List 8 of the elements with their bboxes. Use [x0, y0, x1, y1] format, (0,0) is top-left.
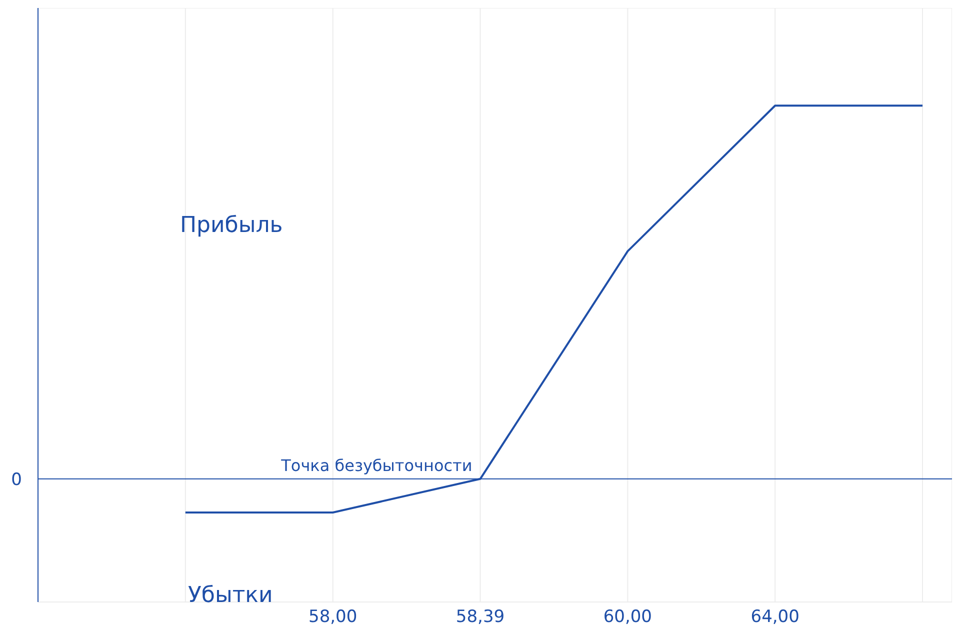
text: Убытки	[188, 583, 273, 608]
x-tick-label: 60,00	[603, 607, 652, 628]
x-tick-label: 58,39	[456, 607, 505, 628]
x-tick-label: 64,00	[750, 607, 800, 628]
annotation: Точка безубыточности	[280, 456, 472, 475]
ref-line-label: 0	[11, 470, 22, 490]
x-tick-label: 58,00	[308, 607, 358, 628]
annotation: Прибыль	[180, 213, 283, 238]
